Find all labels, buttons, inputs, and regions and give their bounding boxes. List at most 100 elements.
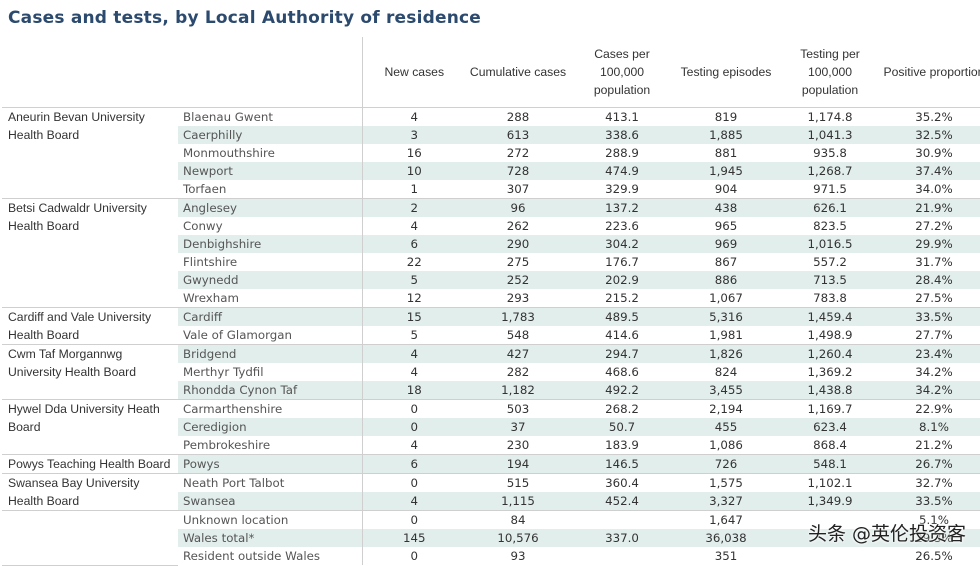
header-positive-proportion: Positive proportion [882,37,980,108]
positive-proportion-cell: 23.4% [882,344,980,363]
table-row: Cardiff and Vale University Health Board… [2,307,980,345]
cases-per-100k-cell: 146.5 [570,454,674,474]
header-local-authority [178,37,362,108]
cases-per-100k-cell: 474.9 [570,162,674,180]
watermark: 头条 @英伦投资客 [807,523,966,545]
local-authority-cell: Powys [178,454,362,474]
testing-per-100k-cell: 557.2 [813,255,847,269]
local-authority-cell: Newport [178,162,362,180]
header-testing-episodes: Testing episodes [674,37,778,108]
new-cases-cell: 0 [361,510,466,529]
new-cases-cell: 6 [361,235,466,253]
cases-per-100k-cell: 304.2 [570,235,674,253]
new-cases-cell: 18 [361,381,466,400]
positive-proportion-cell: 34.0% [882,180,980,199]
local-authority-cell: Caerphilly [178,126,362,144]
new-cases-cell: 6 [361,454,466,474]
new-cases-cell: 145 [361,529,466,547]
table-row: Newport 10 728 474.9 1,945 1,268.7 37.4% [2,162,980,180]
new-cases-cell: 4 [361,107,466,126]
local-authority-cell: Cardiff [178,307,362,326]
local-authority-cell: Denbighshire [178,235,362,253]
testing-episodes-cell: 1,086 [674,436,778,455]
testing-episodes-cell: 1,945 [674,162,778,180]
testing-per-100k-cell: 1,016.5 [778,235,882,253]
new-cases-cell: 4 [361,344,466,363]
new-cases-cell: 4 [361,217,466,235]
local-authority-cell: Rhondda Cynon Taf [178,381,362,400]
cases-per-100k-cell: 468.6 [605,365,639,379]
local-authority-cell: Ceredigion [178,418,362,436]
testing-episodes-cell: 867 [714,255,738,269]
testing-episodes-cell: 2,194 [709,402,743,416]
table-row: Wales total* 145 10,576 337.0 36,038 29.3% [2,529,980,547]
cases-per-100k-cell: 294.7 [570,344,674,363]
positive-proportion-cell: 33.5% [882,307,980,326]
positive-proportion-cell: 5.1% [919,513,949,527]
header-testing-per-100k: Testing per 100,000 population [778,37,882,108]
new-cases-cell: 0 [361,473,466,492]
new-cases-cell: 12 [361,289,466,308]
cumulative-cases-cell: 1,783 [466,307,570,326]
cases-per-100k-cell [570,511,674,530]
testing-per-100k-cell: 1,459.4 [778,307,882,326]
testing-per-100k-cell: 823.5 [813,219,847,233]
testing-episodes-cell: 351 [714,549,738,563]
new-cases-cell: 0 [361,547,466,565]
new-cases-cell: 3 [361,126,466,144]
table-row: Merthyr Tydfil 4 282 468.6 824 1,369.2 34.2% [2,363,980,381]
testing-episodes-cell: 1,067 [674,289,778,308]
local-authority-cell: Merthyr Tydfil [183,365,264,379]
table-row: Powys Teaching Health Board Powys 6 194 146.… [2,454,980,474]
testing-per-100k-cell: 868.4 [778,436,882,455]
cumulative-cases-cell: 1,182 [466,381,570,400]
cumulative-cases-cell: 272 [506,146,530,160]
health-board-cell: Betsi Cadwaldr University Health Board [2,198,178,308]
testing-per-100k-cell [778,529,882,547]
local-authority-cell: Wales total* [178,529,362,547]
cases-per-100k-cell: 202.9 [570,271,674,289]
testing-episodes-cell: 438 [674,198,778,217]
table-row: Unknown location 0 84 1,647 5.1% [2,510,980,566]
cases-per-100k-cell [570,547,674,565]
positive-proportion-cell: 29.3% [882,529,980,547]
testing-per-100k-cell: 1,260.4 [778,344,882,363]
cases-per-100k-cell: 492.2 [570,381,674,400]
new-cases-cell: 5 [361,271,466,289]
cases-per-100k-cell: 452.4 [570,492,674,511]
positive-proportion-cell: 22.9% [915,402,953,416]
local-authority-cell: Swansea [178,492,362,511]
table-row: Vale of Glamorgan 5 548 414.6 1,981 1,498.9 27… [2,326,980,345]
new-cases-cell: 4 [361,436,466,455]
cumulative-cases-cell: 282 [506,365,530,379]
testing-episodes-cell: 726 [674,454,778,474]
table-row: Rhondda Cynon Taf 18 1,182 492.2 3,455 1,438.… [2,381,980,400]
header-cumulative-cases: Cumulative cases [466,37,570,108]
cases-per-100k-cell: 337.0 [570,529,674,547]
positive-proportion-cell: 34.2% [882,381,980,400]
testing-per-100k-cell: 626.1 [778,198,882,217]
testing-episodes-cell: 1,647 [709,513,743,527]
testing-episodes-cell: 824 [714,365,738,379]
local-authority-cell: Bridgend [178,344,362,363]
cases-per-100k-cell: 137.2 [570,198,674,217]
positive-proportion-cell: 32.7% [915,476,953,490]
positive-proportion-cell: 27.2% [915,219,953,233]
cases-per-100k-cell: 215.2 [570,289,674,308]
header-row: New cases Cumulative cases Cases per 100… [2,37,980,108]
new-cases-cell: 15 [361,307,466,326]
cumulative-cases-cell: 10,576 [466,529,570,547]
cumulative-cases-cell: 728 [466,162,570,180]
local-authority-cell: Blaenau Gwent [183,110,273,124]
table-row: Pembrokeshire 4 230 183.9 1,086 868.4 21.2% [2,436,980,455]
cumulative-cases-cell: 93 [510,549,526,563]
positive-proportion-cell: 27.7% [882,326,980,345]
local-authority-cell: Torfaen [178,180,362,199]
table-row: Caerphilly 3 613 338.6 1,885 1,041.3 32.5% [2,126,980,144]
testing-episodes-cell: 3,327 [674,492,778,511]
testing-per-100k-cell [778,547,882,565]
new-cases-cell: 16 [361,144,466,162]
testing-per-100k-cell: 1,498.9 [778,326,882,345]
testing-episodes-cell: 904 [674,180,778,199]
cumulative-cases-cell: 288 [506,110,530,124]
